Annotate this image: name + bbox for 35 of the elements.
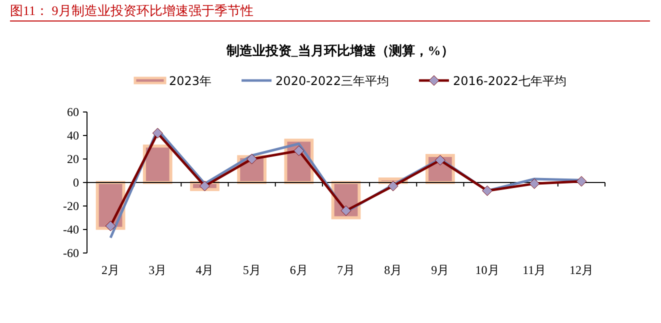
x-tick-label: 8月	[384, 263, 402, 277]
point	[434, 154, 446, 166]
legend-label: 2016-2022七年平均	[452, 74, 566, 88]
x-tick-label: 2月	[102, 263, 120, 277]
x-tick-label: 3月	[148, 263, 167, 277]
y-tick-label: 60	[67, 105, 79, 119]
legend-label: 2023年	[169, 74, 212, 88]
point	[152, 128, 163, 138]
x-tick-label: 10月	[475, 263, 500, 277]
point	[199, 180, 210, 192]
point	[246, 154, 258, 164]
y-tick-label: -60	[63, 246, 79, 260]
x-tick-label: 6月	[290, 263, 308, 277]
x-tick-label: 4月	[196, 263, 214, 277]
y-tick-label: 0	[73, 176, 79, 190]
chart-title: 图11： 9月制造业投资环比增速强于季节性	[10, 3, 254, 18]
x-tick-label: 9月	[431, 263, 450, 277]
x-tick-label: 12月	[569, 263, 594, 277]
x-tick-label: 7月	[337, 263, 355, 277]
y-tick-label: 40	[67, 128, 79, 142]
y-tick-label: 20	[67, 152, 79, 166]
point	[294, 146, 304, 156]
legend-label: 2020-2022三年平均	[276, 74, 389, 88]
y-tick-label: -20	[63, 199, 79, 213]
point	[482, 185, 493, 196]
chart-subtitle: 制造业投资_当月环比增速（测算，%）	[225, 43, 454, 58]
point	[340, 205, 352, 216]
bar	[142, 144, 172, 184]
point	[576, 176, 587, 187]
x-tick-label: 11月	[522, 263, 546, 277]
y-tick-label: -40	[63, 222, 79, 236]
x-tick-label: 5月	[242, 263, 261, 277]
point	[529, 178, 540, 189]
point	[105, 220, 116, 232]
point	[388, 180, 398, 192]
